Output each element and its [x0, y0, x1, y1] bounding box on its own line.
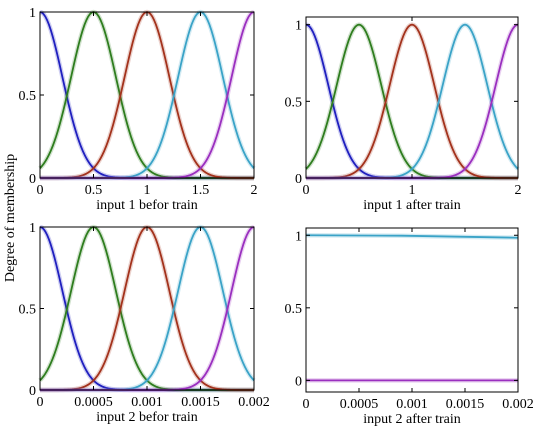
y-tick-label: 1 [295, 229, 302, 244]
series-halo-1 [38, 9, 255, 181]
x-tick-label: 0.001 [131, 395, 163, 410]
series-line-2 [306, 23, 518, 179]
series-line-2 [40, 226, 254, 391]
series-line-1 [39, 11, 254, 179]
y-tick-label: 0.5 [19, 303, 37, 318]
x-tick-label: 0 [303, 183, 310, 198]
axes-frame [39, 11, 255, 179]
x-tick-label: 0.0005 [340, 397, 379, 412]
x-tick-label: 1 [409, 183, 416, 198]
series-line-1 [305, 23, 518, 179]
x-tick-label: 2 [515, 183, 522, 198]
y-tick-label: 0.5 [285, 302, 303, 317]
x-tick-label: 0.002 [238, 395, 270, 410]
axes-frame [39, 226, 255, 391]
series-line-4 [40, 226, 255, 391]
series-halo-4 [305, 22, 519, 181]
x-tick-label: 0.002 [502, 397, 534, 412]
series-line-2 [40, 11, 254, 179]
series-line-4 [40, 11, 255, 179]
x-axis-label: input 1 befor train [96, 198, 197, 213]
series-line-0 [39, 226, 254, 391]
series-halo-0 [39, 9, 255, 181]
y-tick-label: 0 [29, 384, 36, 399]
series-halo-0 [39, 224, 255, 393]
shared-y-axis-label: Degree of membership [3, 154, 18, 282]
series-halo-1 [304, 22, 519, 181]
x-tick-label: 0.001 [396, 397, 428, 412]
series-halo-1 [38, 224, 255, 393]
series-halo-2 [305, 22, 519, 181]
panel-input2-before-train: 0 0.0005 0.001 0.0015 0.002 0 0.5 1 input 2 befo… [19, 221, 270, 425]
x-tick-label: 0.0005 [74, 395, 113, 410]
x-tick-label: 0 [37, 183, 44, 198]
series-line-1 [39, 226, 254, 391]
x-tick-label: 0 [37, 395, 44, 410]
panel-input2-after-train: 0 0.0005 0.001 0.0015 0.002 0 0.5 1 input 2 afte… [285, 227, 534, 427]
series-line-3 [40, 11, 255, 179]
series-halo-0 [305, 22, 519, 181]
y-tick-label: 0 [295, 374, 302, 389]
axes-frame [305, 227, 519, 393]
series-line-0 [39, 11, 254, 179]
y-tick-label: 0.5 [285, 95, 303, 110]
x-tick-label: 0 [303, 397, 310, 412]
series-line-0 [305, 234, 519, 239]
series-halo-3 [305, 22, 520, 181]
y-tick-label: 1 [295, 19, 302, 34]
y-tick-label: 0.5 [19, 89, 37, 104]
x-axis-label: input 1 after train [363, 198, 461, 213]
series-halo-4 [39, 9, 255, 181]
x-tick-label: 1 [144, 183, 151, 198]
y-tick-label: 1 [29, 6, 36, 21]
series-halo-2 [39, 9, 255, 181]
x-tick-label: 2 [251, 183, 258, 198]
series-halo-3 [39, 9, 256, 181]
series-halo-2 [39, 224, 255, 393]
axes-frame [305, 16, 519, 179]
y-tick-label: 1 [29, 221, 36, 236]
x-axis-label: input 2 befor train [96, 410, 197, 425]
y-tick-label: 0 [29, 172, 36, 187]
series-line-4 [306, 23, 519, 179]
series-line-3 [306, 23, 519, 179]
series-line-3 [40, 226, 255, 391]
y-tick-label: 0 [295, 172, 302, 187]
series-halo-4 [39, 224, 255, 393]
x-tick-label: 0.0015 [181, 395, 220, 410]
x-tick-label: 0.0015 [446, 397, 485, 412]
x-tick-label: 0.5 [85, 183, 103, 198]
x-tick-label: 1.5 [192, 183, 210, 198]
series-halo-3 [39, 224, 256, 393]
series-line-0 [305, 23, 518, 179]
x-axis-label: input 2 after train [363, 412, 461, 427]
